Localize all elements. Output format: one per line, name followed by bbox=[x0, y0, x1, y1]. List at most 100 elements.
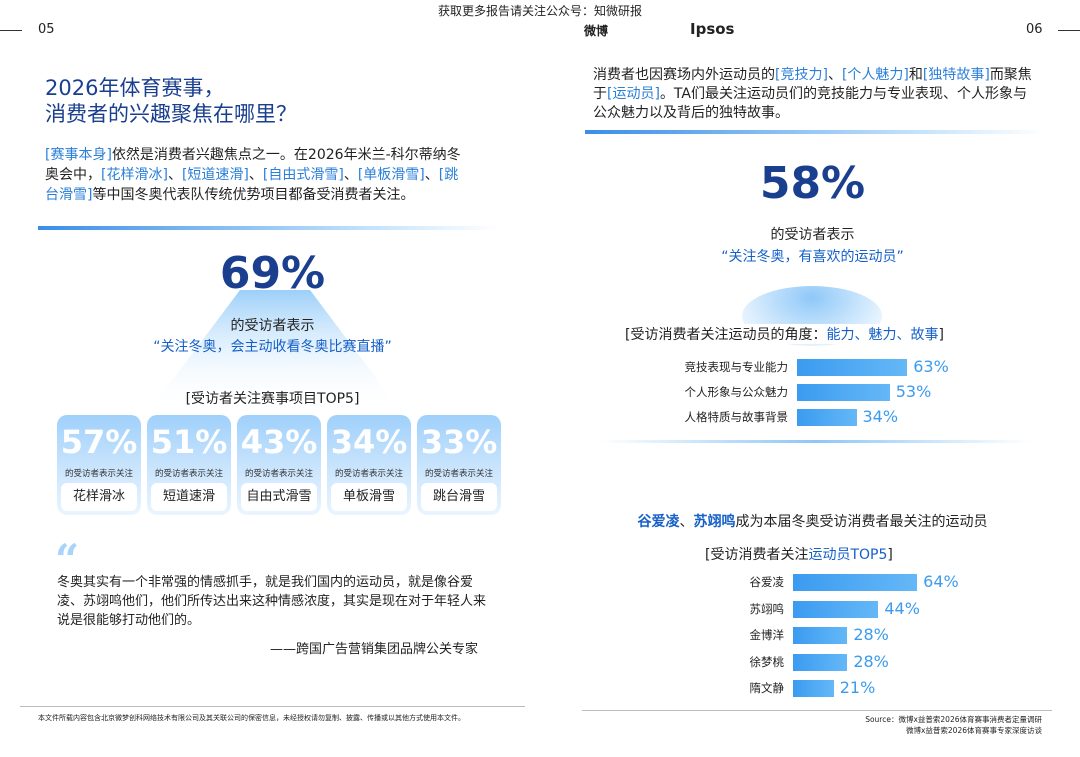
card: 34% 的受访者表示关注单板滑雪 bbox=[327, 415, 411, 515]
text: 、 bbox=[679, 514, 694, 530]
bar-label: 隋文静 bbox=[749, 681, 785, 695]
value-label: 34% bbox=[862, 407, 899, 426]
card-name: 单板滑雪 bbox=[331, 483, 407, 511]
text: 、 bbox=[248, 167, 263, 183]
bar bbox=[797, 359, 908, 376]
card: 51% 的受访者表示关注 短道速滑 bbox=[147, 415, 231, 515]
bar-label: 苏翊鸣 bbox=[749, 601, 785, 616]
separator bbox=[585, 130, 1045, 134]
rule bbox=[1058, 30, 1080, 31]
text: 消费者也因赛场内外运动员的 bbox=[593, 67, 775, 83]
value-label: 44% bbox=[884, 598, 920, 618]
bar bbox=[793, 600, 879, 618]
kw: [跳台滑雪] bbox=[45, 167, 459, 203]
card-caption: 的受访者表示关注 bbox=[64, 469, 133, 479]
text: 、 bbox=[343, 167, 358, 183]
quote-author: ——跨国广告营销集团品牌公关专家 bbox=[270, 642, 479, 657]
bar-label: 人格特质与故事背景 bbox=[684, 410, 789, 424]
kw: [竞技力] bbox=[775, 67, 828, 83]
card: 57% 的受访者表示关注花样滑冰 bbox=[57, 415, 141, 515]
bar bbox=[793, 680, 834, 697]
text: 等中国冬奥代表队传统优势项目都备受消费者关注。 bbox=[92, 187, 415, 203]
chart-title: [受访消费者关注运动员的角度：能力、魅力、故事] bbox=[625, 324, 944, 344]
value-label: 28% bbox=[853, 625, 889, 644]
bar bbox=[793, 627, 848, 644]
intro: 消费者也因赛场内外运动员的[竞技力]、[个人魅力]和[独特故事]而聚焦于[运动员… bbox=[593, 66, 1033, 123]
kw: [自由式滑雪] bbox=[262, 167, 344, 183]
card-name: 花样滑冰 bbox=[61, 483, 137, 511]
text: 苏翊鸣 bbox=[693, 514, 736, 530]
caption: 的受访者表示 bbox=[770, 227, 855, 243]
glow bbox=[150, 290, 400, 410]
text: ] bbox=[938, 327, 944, 343]
kw: [短道速滑] bbox=[181, 167, 249, 183]
caption: 的受访者表示 bbox=[230, 318, 315, 334]
value-label: 53% bbox=[895, 382, 932, 401]
footer: 本文件所载内容包含北京微梦创科网络技术有限公司及其关联公司的保密信息，未经授权请… bbox=[38, 714, 465, 722]
card-caption: 的受访者表示关注 bbox=[334, 469, 403, 479]
text: 、 bbox=[424, 167, 439, 183]
text: 能力、魅力、故事 bbox=[826, 327, 939, 343]
value-label: 21% bbox=[839, 678, 876, 697]
text: 依然是消费者兴趣焦点之一。在2026年米兰-科尔蒂纳冬奥会中， bbox=[45, 147, 461, 183]
rule bbox=[20, 706, 525, 707]
rule bbox=[0, 30, 22, 31]
card-value: 33% bbox=[420, 423, 498, 461]
source: 微博x益普索2026体育赛事专家深度访谈 bbox=[905, 726, 1042, 735]
card-caption: 的受访者表示关注 bbox=[154, 469, 223, 479]
kw: [个人魅力] bbox=[841, 67, 909, 83]
logo-ipsos: Ipsos bbox=[690, 20, 735, 38]
text: [受访消费者关注 bbox=[705, 547, 809, 563]
quote-mark: “ bbox=[55, 535, 80, 584]
page-number: 06 bbox=[1026, 22, 1043, 37]
quote: “关注冬奥，有喜欢的运动员” bbox=[721, 249, 904, 265]
bar-label: 个人形象与公众魅力 bbox=[684, 385, 789, 399]
logo-weibo: 微博 bbox=[584, 24, 609, 38]
text: 运动员TOP5 bbox=[808, 547, 888, 563]
card-value: 43% bbox=[240, 423, 318, 461]
page-number: 05 bbox=[38, 22, 55, 37]
bar bbox=[793, 653, 848, 671]
bar bbox=[793, 574, 918, 591]
card-caption: 的受访者表示关注 bbox=[424, 469, 493, 479]
headline: 谷爱凌、苏翊鸣成为本届冬奥受访消费者最关注的运动员 bbox=[540, 511, 1080, 531]
bar-label: 谷爱凌 bbox=[749, 575, 785, 589]
quote-text: 冬奥其实有一个非常强的情感抓手，就是我们国内的运动员，就是像谷爱凌、苏翊鸣他们，… bbox=[57, 575, 487, 628]
kw: [运动员] bbox=[607, 86, 660, 102]
value-label: 28% bbox=[853, 651, 889, 671]
kw: [单板滑雪] bbox=[357, 167, 425, 183]
section-title: [受访者关注赛事项目TOP5] bbox=[185, 391, 360, 407]
value-label: 63% bbox=[913, 357, 949, 376]
card-name: 自由式滑雪 bbox=[241, 483, 317, 511]
text: 谷爱凌 bbox=[637, 514, 680, 530]
bar bbox=[797, 384, 890, 401]
separator bbox=[38, 226, 498, 230]
source: Source：微博x益普索2026体育赛事消费者定量调研 bbox=[865, 715, 1042, 724]
quote: “关注冬奥，会主动收看冬奥比赛直播” bbox=[153, 339, 392, 355]
text: ] bbox=[887, 547, 893, 563]
card-value: 57% bbox=[60, 423, 138, 461]
rule bbox=[582, 710, 1052, 711]
card: 33% 的受访者表示关注跳台滑雪 bbox=[417, 415, 501, 515]
bar bbox=[797, 409, 857, 426]
text: 。TA们最关注运动员们的竞技能力与专业表现、个人形象与公众魅力以及背后的独特故事… bbox=[593, 86, 1027, 121]
notice: 获取更多报告请关注公众号：知微研报 bbox=[437, 4, 642, 18]
stat: 58% bbox=[759, 158, 866, 209]
card-name: 跳台滑雪 bbox=[421, 483, 497, 511]
bar-label: 竞技表现与专业能力 bbox=[684, 360, 789, 374]
separator bbox=[600, 440, 1030, 443]
text: 成为本届冬奥受访消费者最关注的运动员 bbox=[735, 514, 988, 530]
text: 而聚焦于 bbox=[593, 67, 1032, 102]
text: 、 bbox=[827, 67, 842, 83]
text: 、 bbox=[167, 167, 182, 183]
bar-label: 金博洋 bbox=[749, 628, 785, 642]
card-value: 34% bbox=[330, 423, 408, 461]
title: 2026年体育赛事， bbox=[45, 76, 225, 100]
kw: [花样滑冰] bbox=[101, 167, 168, 183]
text: [受访消费者关注运动员的角度： bbox=[625, 327, 827, 343]
card-name: 短道速滑 bbox=[151, 483, 227, 511]
stat: 69% bbox=[219, 248, 326, 299]
bar-label: 徐梦桃 bbox=[749, 654, 785, 669]
kw: [赛事本身] bbox=[45, 147, 112, 163]
